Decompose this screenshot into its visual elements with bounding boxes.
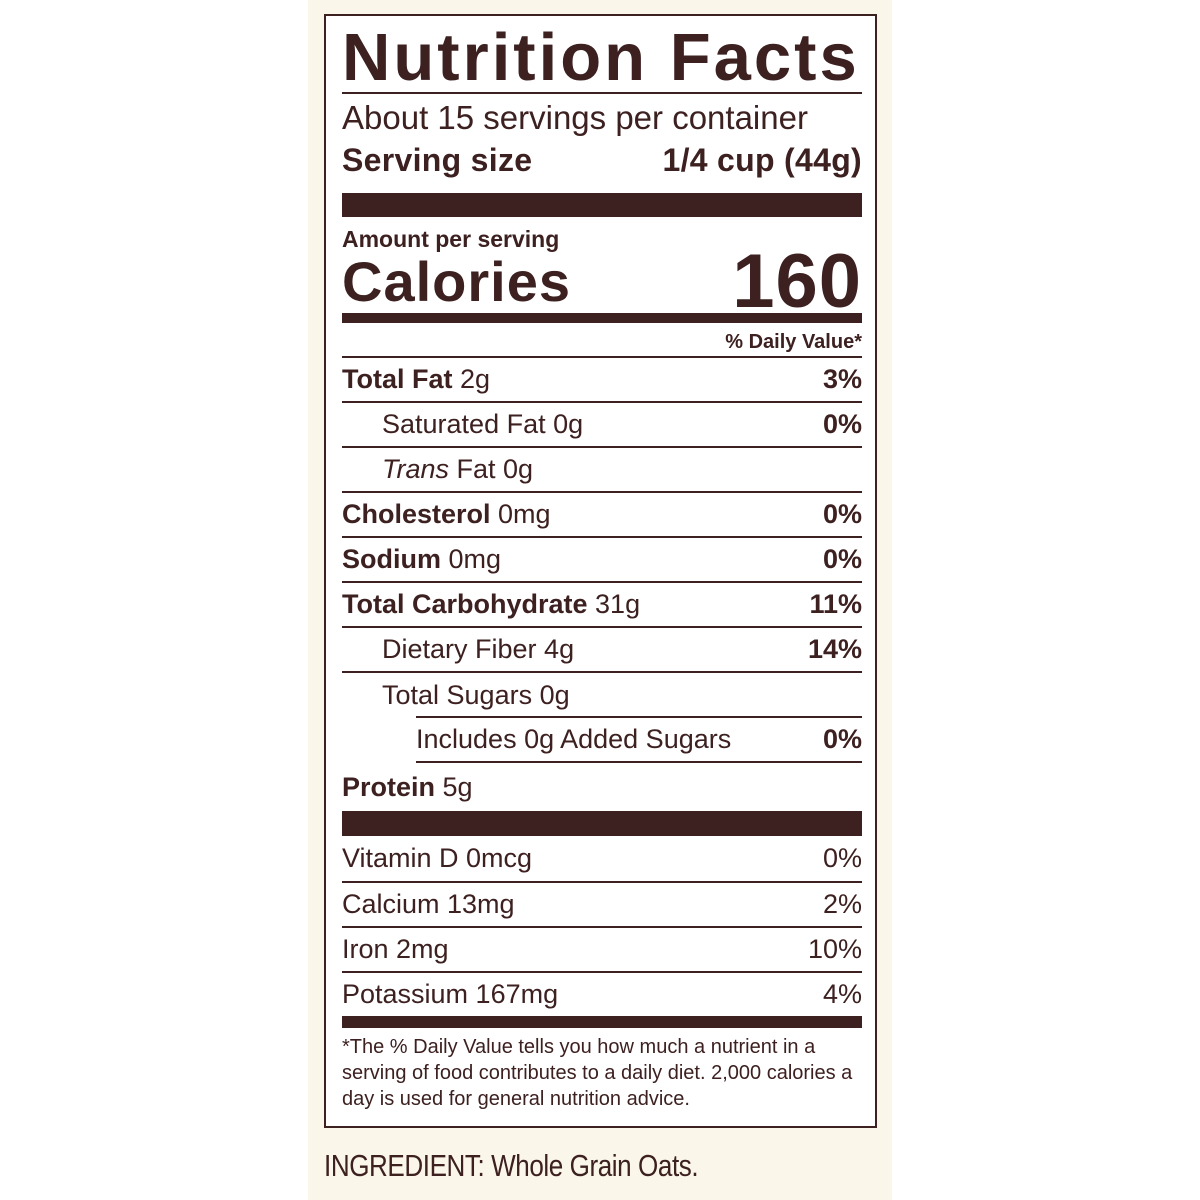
nutrient-name: Includes 0g Added Sugars (416, 724, 731, 755)
medium-divider (342, 1016, 862, 1028)
nutrient-list: Total Fat 2g 3% Saturated Fat 0g 0% Trans Fa… (342, 358, 862, 811)
nutrient-row: Dietary Fiber 4g 14% (342, 628, 862, 673)
nutrient-row: Protein 5g (342, 763, 862, 811)
nutrient-row: Sodium 0mg 0% (342, 538, 862, 583)
nutrient-name: Protein 5g (342, 772, 473, 803)
nutrient-daily-value: 3% (822, 364, 862, 394)
vitamin-row: Potassium 167mg 4% (342, 973, 862, 1016)
amount-per-serving: Amount per serving (342, 226, 560, 252)
vitamin-daily-value: 4% (822, 979, 862, 1009)
label-title: Nutrition Facts (342, 16, 862, 95)
vitamin-name: Potassium 167mg (342, 979, 559, 1009)
nutrient-row: Cholesterol 0mg 0% (342, 493, 862, 538)
vitamin-row: Vitamin D 0mcg 0% (342, 836, 862, 883)
vitamin-daily-value: 0% (822, 843, 862, 873)
nutrient-label: Total Sugars (382, 680, 533, 710)
servings-per-container: About 15 servings per container (342, 99, 808, 136)
calories-label: Calories (342, 249, 571, 313)
nutrient-daily-value: 0% (822, 499, 862, 529)
daily-value-header: % Daily Value* (342, 323, 862, 358)
serving-size-value: 1/4 cup (44g) (662, 142, 862, 178)
nutrient-amount: 5g (435, 771, 473, 802)
nutrient-label: Dietary Fiber (382, 634, 537, 664)
nutrient-name: Sodium 0mg (342, 544, 501, 575)
nutrient-label: Sodium (342, 544, 441, 574)
nutrient-name: Dietary Fiber 4g (382, 634, 574, 665)
nutrient-name: Trans Fat 0g (382, 454, 533, 485)
nutrient-label: Total Carbohydrate (342, 589, 588, 619)
nutrient-name: Total Fat 2g (342, 364, 490, 395)
vitamin-daily-value: 10% (807, 934, 862, 964)
nutrient-amount: 4g (536, 634, 575, 664)
ingredient-list: INGREDIENT: Whole Grain Oats. (324, 1148, 699, 1183)
nutrient-amount: 0mg (441, 544, 502, 574)
nutrient-daily-value: 0% (822, 544, 862, 574)
nutrient-amount: 31g (587, 589, 641, 619)
nutrient-label: Includes 0g Added Sugars (416, 724, 732, 754)
vitamin-name: Vitamin D 0mcg (342, 843, 533, 873)
vitamin-row: Iron 2mg 10% (342, 928, 862, 973)
nutrient-row: Total Carbohydrate 31g 11% (342, 583, 862, 628)
thick-divider (342, 193, 862, 217)
calories-value: 160 (732, 238, 862, 324)
vitamin-row: Calcium 13mg 2% (342, 883, 862, 928)
nutrient-row: Total Fat 2g 3% (342, 358, 862, 403)
nutrient-daily-value: 14% (807, 634, 862, 664)
nutrient-label: Total Fat (342, 364, 453, 394)
medium-divider (342, 313, 862, 323)
nutrient-daily-value: 0% (822, 409, 862, 439)
nutrient-row: Includes 0g Added Sugars 0% (416, 718, 862, 763)
nutrient-name: Saturated Fat 0g (382, 409, 583, 440)
serving-size-label: Serving size (342, 142, 533, 178)
nutrient-amount: 0g (495, 454, 534, 484)
nutrient-name: Cholesterol 0mg (342, 499, 551, 530)
serving-size: Serving size 1/4 cup (44g) (342, 139, 862, 181)
nutrient-amount: 0g (532, 680, 570, 710)
nutrient-label-italic: Trans (382, 454, 450, 484)
nutrient-name: Total Sugars 0g (382, 680, 570, 711)
nutrient-amount: 0mg (490, 499, 551, 529)
nutrient-amount: 2g (452, 364, 491, 394)
nutrient-label: Cholesterol (342, 499, 491, 529)
nutrient-label: Trans Fat (382, 454, 496, 484)
thick-divider (342, 811, 862, 836)
vitamin-daily-value: 2% (822, 889, 862, 919)
nutrient-amount: 0g (545, 409, 584, 439)
nutrient-daily-value: 0% (822, 724, 862, 754)
calories-row: Calories 160 (342, 239, 862, 324)
nutrient-name: Total Carbohydrate 31g (342, 589, 640, 620)
vitamin-name: Calcium 13mg (342, 889, 515, 919)
nutrition-facts-label: Nutrition Facts About 15 servings per co… (324, 14, 877, 1128)
nutrient-daily-value: 11% (809, 589, 862, 619)
footnote: *The % Daily Value tells you how much a … (342, 1036, 853, 1110)
nutrient-label: Saturated Fat (382, 409, 546, 439)
nutrient-row: Total Sugars 0g (342, 673, 862, 718)
nutrient-row: Saturated Fat 0g 0% (342, 403, 862, 448)
nutrient-row: Trans Fat 0g (342, 448, 862, 493)
vitamin-name: Iron 2mg (342, 934, 449, 964)
vitamin-list: Vitamin D 0mcg 0% Calcium 13mg 2% Iron 2mg 10… (342, 836, 862, 1016)
nutrient-label: Protein (342, 771, 436, 802)
